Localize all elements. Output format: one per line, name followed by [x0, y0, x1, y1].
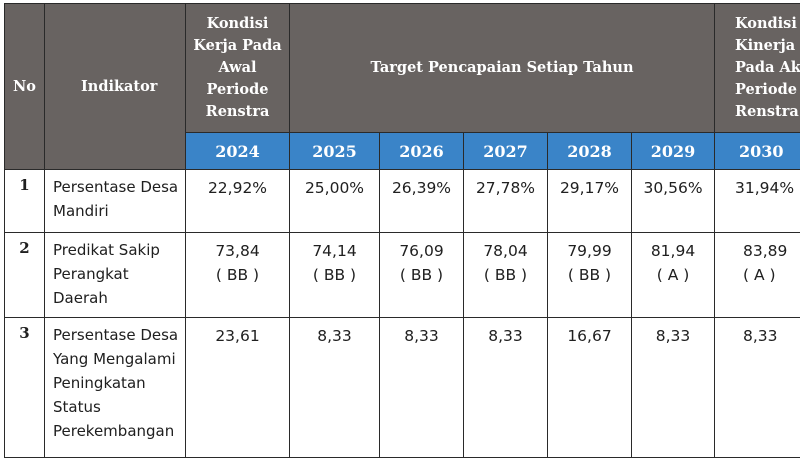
value-cell: 78,04( BB )	[464, 233, 548, 318]
row-number: 3	[5, 318, 45, 458]
year-cell: 2024	[186, 133, 290, 170]
value-cell: 81,94( A )	[632, 233, 715, 318]
year-cell: 2030	[715, 133, 800, 170]
header-kondisi-awal: Kondisi Kerja Pada Awal Periode Renstra	[186, 4, 290, 133]
row-number: 1	[5, 170, 45, 233]
value-cell: 8,33	[632, 318, 715, 458]
table-row: 3 Persentase Desa Yang Mengalami Peningk…	[5, 318, 800, 458]
indicator-name: Persentase Desa Yang Mengalami Peningkat…	[45, 318, 186, 458]
table-row: 2 Predikat Sakip Perangkat Daerah 73,84(…	[5, 233, 800, 318]
value-cell: 23,61	[186, 318, 290, 458]
year-cell: 2029	[632, 133, 715, 170]
row-number: 2	[5, 233, 45, 318]
indicator-name: Persentase Desa Mandiri	[45, 170, 186, 233]
value-cell: 74,14( BB )	[290, 233, 380, 318]
header-kondisi-akhir: Kondisi Kinerja Pada Akhir Periode Renst…	[715, 4, 800, 133]
value-cell: 83,89( A )	[715, 233, 800, 318]
value-cell: 26,39%	[380, 170, 464, 233]
value-cell: 29,17%	[548, 170, 632, 233]
value-cell: 25,00%	[290, 170, 380, 233]
value-cell: 30,56%	[632, 170, 715, 233]
year-cell: 2027	[464, 133, 548, 170]
value-cell: 27,78%	[464, 170, 548, 233]
indicator-name: Predikat Sakip Perangkat Daerah	[45, 233, 186, 318]
table-row: 1 Persentase Desa Mandiri 22,92% 25,00% …	[5, 170, 800, 233]
value-cell: 76,09( BB )	[380, 233, 464, 318]
value-cell: 8,33	[715, 318, 800, 458]
value-cell: 79,99( BB )	[548, 233, 632, 318]
year-cell: 2026	[380, 133, 464, 170]
value-cell: 31,94%	[715, 170, 800, 233]
value-cell: 73,84( BB )	[186, 233, 290, 318]
value-cell: 8,33	[290, 318, 380, 458]
value-cell: 8,33	[464, 318, 548, 458]
value-cell: 22,92%	[186, 170, 290, 233]
header-indikator: Indikator	[45, 4, 186, 170]
value-cell: 16,67	[548, 318, 632, 458]
header-no: No	[5, 4, 45, 170]
year-cell: 2025	[290, 133, 380, 170]
renstra-target-table: No Indikator Kondisi Kerja Pada Awal Per…	[4, 3, 800, 458]
value-cell: 8,33	[380, 318, 464, 458]
year-cell: 2028	[548, 133, 632, 170]
header-target: Target Pencapaian Setiap Tahun	[290, 4, 715, 133]
